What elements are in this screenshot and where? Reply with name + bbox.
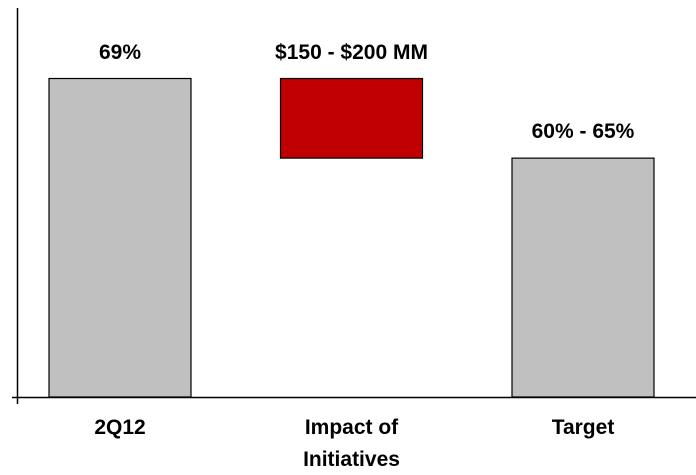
value-label: 69% [98, 40, 142, 64]
value-label: 60% - 65% [531, 120, 635, 144]
value-label: $150 - $200 MM [275, 40, 428, 64]
bar [279, 77, 424, 159]
x-tick-label: Target [551, 416, 615, 439]
bar [48, 77, 192, 398]
bar [511, 157, 655, 398]
x-tick-label: Impact of Initiatives [303, 416, 400, 471]
x-tick-label: 2Q12 [94, 416, 146, 439]
